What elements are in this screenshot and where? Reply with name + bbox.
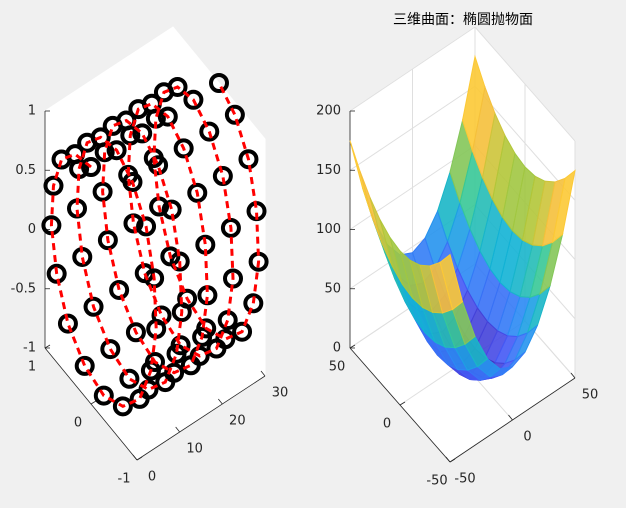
y-tick	[136, 456, 143, 461]
marker	[157, 106, 178, 127]
y-tick	[399, 401, 406, 406]
z-tick-label: -0.5	[11, 281, 36, 296]
marker	[128, 99, 149, 120]
mesh-cell	[439, 253, 464, 311]
x-tick	[218, 398, 223, 405]
marker	[170, 335, 191, 356]
z-tick-label: 0.5	[15, 163, 36, 178]
marker	[92, 181, 113, 202]
marker	[83, 296, 104, 317]
marker	[94, 142, 115, 163]
marker	[232, 321, 253, 342]
x-tick-label: 50	[582, 388, 599, 403]
x-tick-label: 30	[272, 386, 289, 401]
x-tick-label: 0	[148, 470, 156, 485]
y-tick-label: -1	[118, 472, 131, 487]
marker	[46, 263, 67, 284]
x-tick-label: 20	[229, 414, 246, 429]
marker	[43, 175, 64, 196]
marker	[77, 132, 98, 153]
x-tick	[260, 370, 266, 377]
chart-title: 三维曲面：椭圆抛物面	[393, 12, 533, 28]
marker	[136, 216, 157, 237]
y-tick	[449, 458, 456, 463]
marker	[51, 149, 72, 170]
marker	[183, 89, 204, 110]
x-axis-line	[136, 375, 266, 461]
marker	[151, 305, 172, 326]
marker	[97, 230, 118, 251]
marker	[106, 140, 127, 161]
marker	[209, 73, 229, 93]
y-tick-label: -50	[426, 474, 447, 489]
marker	[119, 368, 140, 389]
marker	[243, 293, 264, 314]
marker	[215, 329, 236, 350]
marker	[177, 288, 198, 309]
y-tick	[90, 400, 97, 405]
marker	[187, 182, 208, 203]
x-tick-label: 0	[523, 430, 531, 445]
z-tick-label: 150	[316, 163, 341, 178]
y-tick-label: 1	[28, 360, 36, 375]
marker	[112, 396, 133, 417]
z-tick-label: 0	[333, 341, 341, 356]
x-tick	[132, 454, 138, 461]
y-tick	[349, 344, 356, 349]
marker	[153, 82, 174, 103]
z-tick-label: 0	[28, 222, 36, 237]
y-tick-label: 0	[383, 417, 391, 432]
x-tick	[570, 372, 576, 379]
line	[49, 82, 261, 409]
marker	[74, 355, 95, 376]
x-tick-label: -50	[454, 472, 475, 487]
marker	[189, 345, 210, 366]
z-tick-label: 200	[316, 104, 341, 119]
marker	[164, 362, 185, 383]
z-tick-label: 100	[316, 222, 341, 237]
marker	[132, 123, 153, 144]
marker	[196, 318, 217, 339]
marker	[220, 217, 241, 238]
y-tick-label: 0	[74, 416, 82, 431]
x-tick-label: 10	[186, 442, 203, 457]
marker	[173, 138, 194, 159]
marker	[109, 279, 130, 300]
marker	[138, 379, 159, 400]
marker	[145, 352, 165, 372]
mesh-cell	[551, 169, 576, 244]
marker	[57, 313, 78, 334]
marker	[199, 121, 220, 142]
marker	[102, 115, 123, 136]
marker	[100, 339, 121, 360]
x-tick	[508, 414, 513, 421]
z-tick-label: 1	[28, 104, 36, 119]
marker	[224, 104, 245, 125]
y-tick	[44, 344, 51, 349]
marker	[81, 157, 101, 177]
y-tick-label: 50	[329, 360, 346, 375]
marker	[93, 385, 114, 406]
z-tick-label: 50	[324, 281, 341, 296]
x-tick	[445, 456, 451, 463]
marker	[134, 263, 155, 284]
marker	[125, 322, 146, 343]
x-tick	[175, 426, 180, 433]
z-tick-label: -1	[23, 341, 36, 356]
